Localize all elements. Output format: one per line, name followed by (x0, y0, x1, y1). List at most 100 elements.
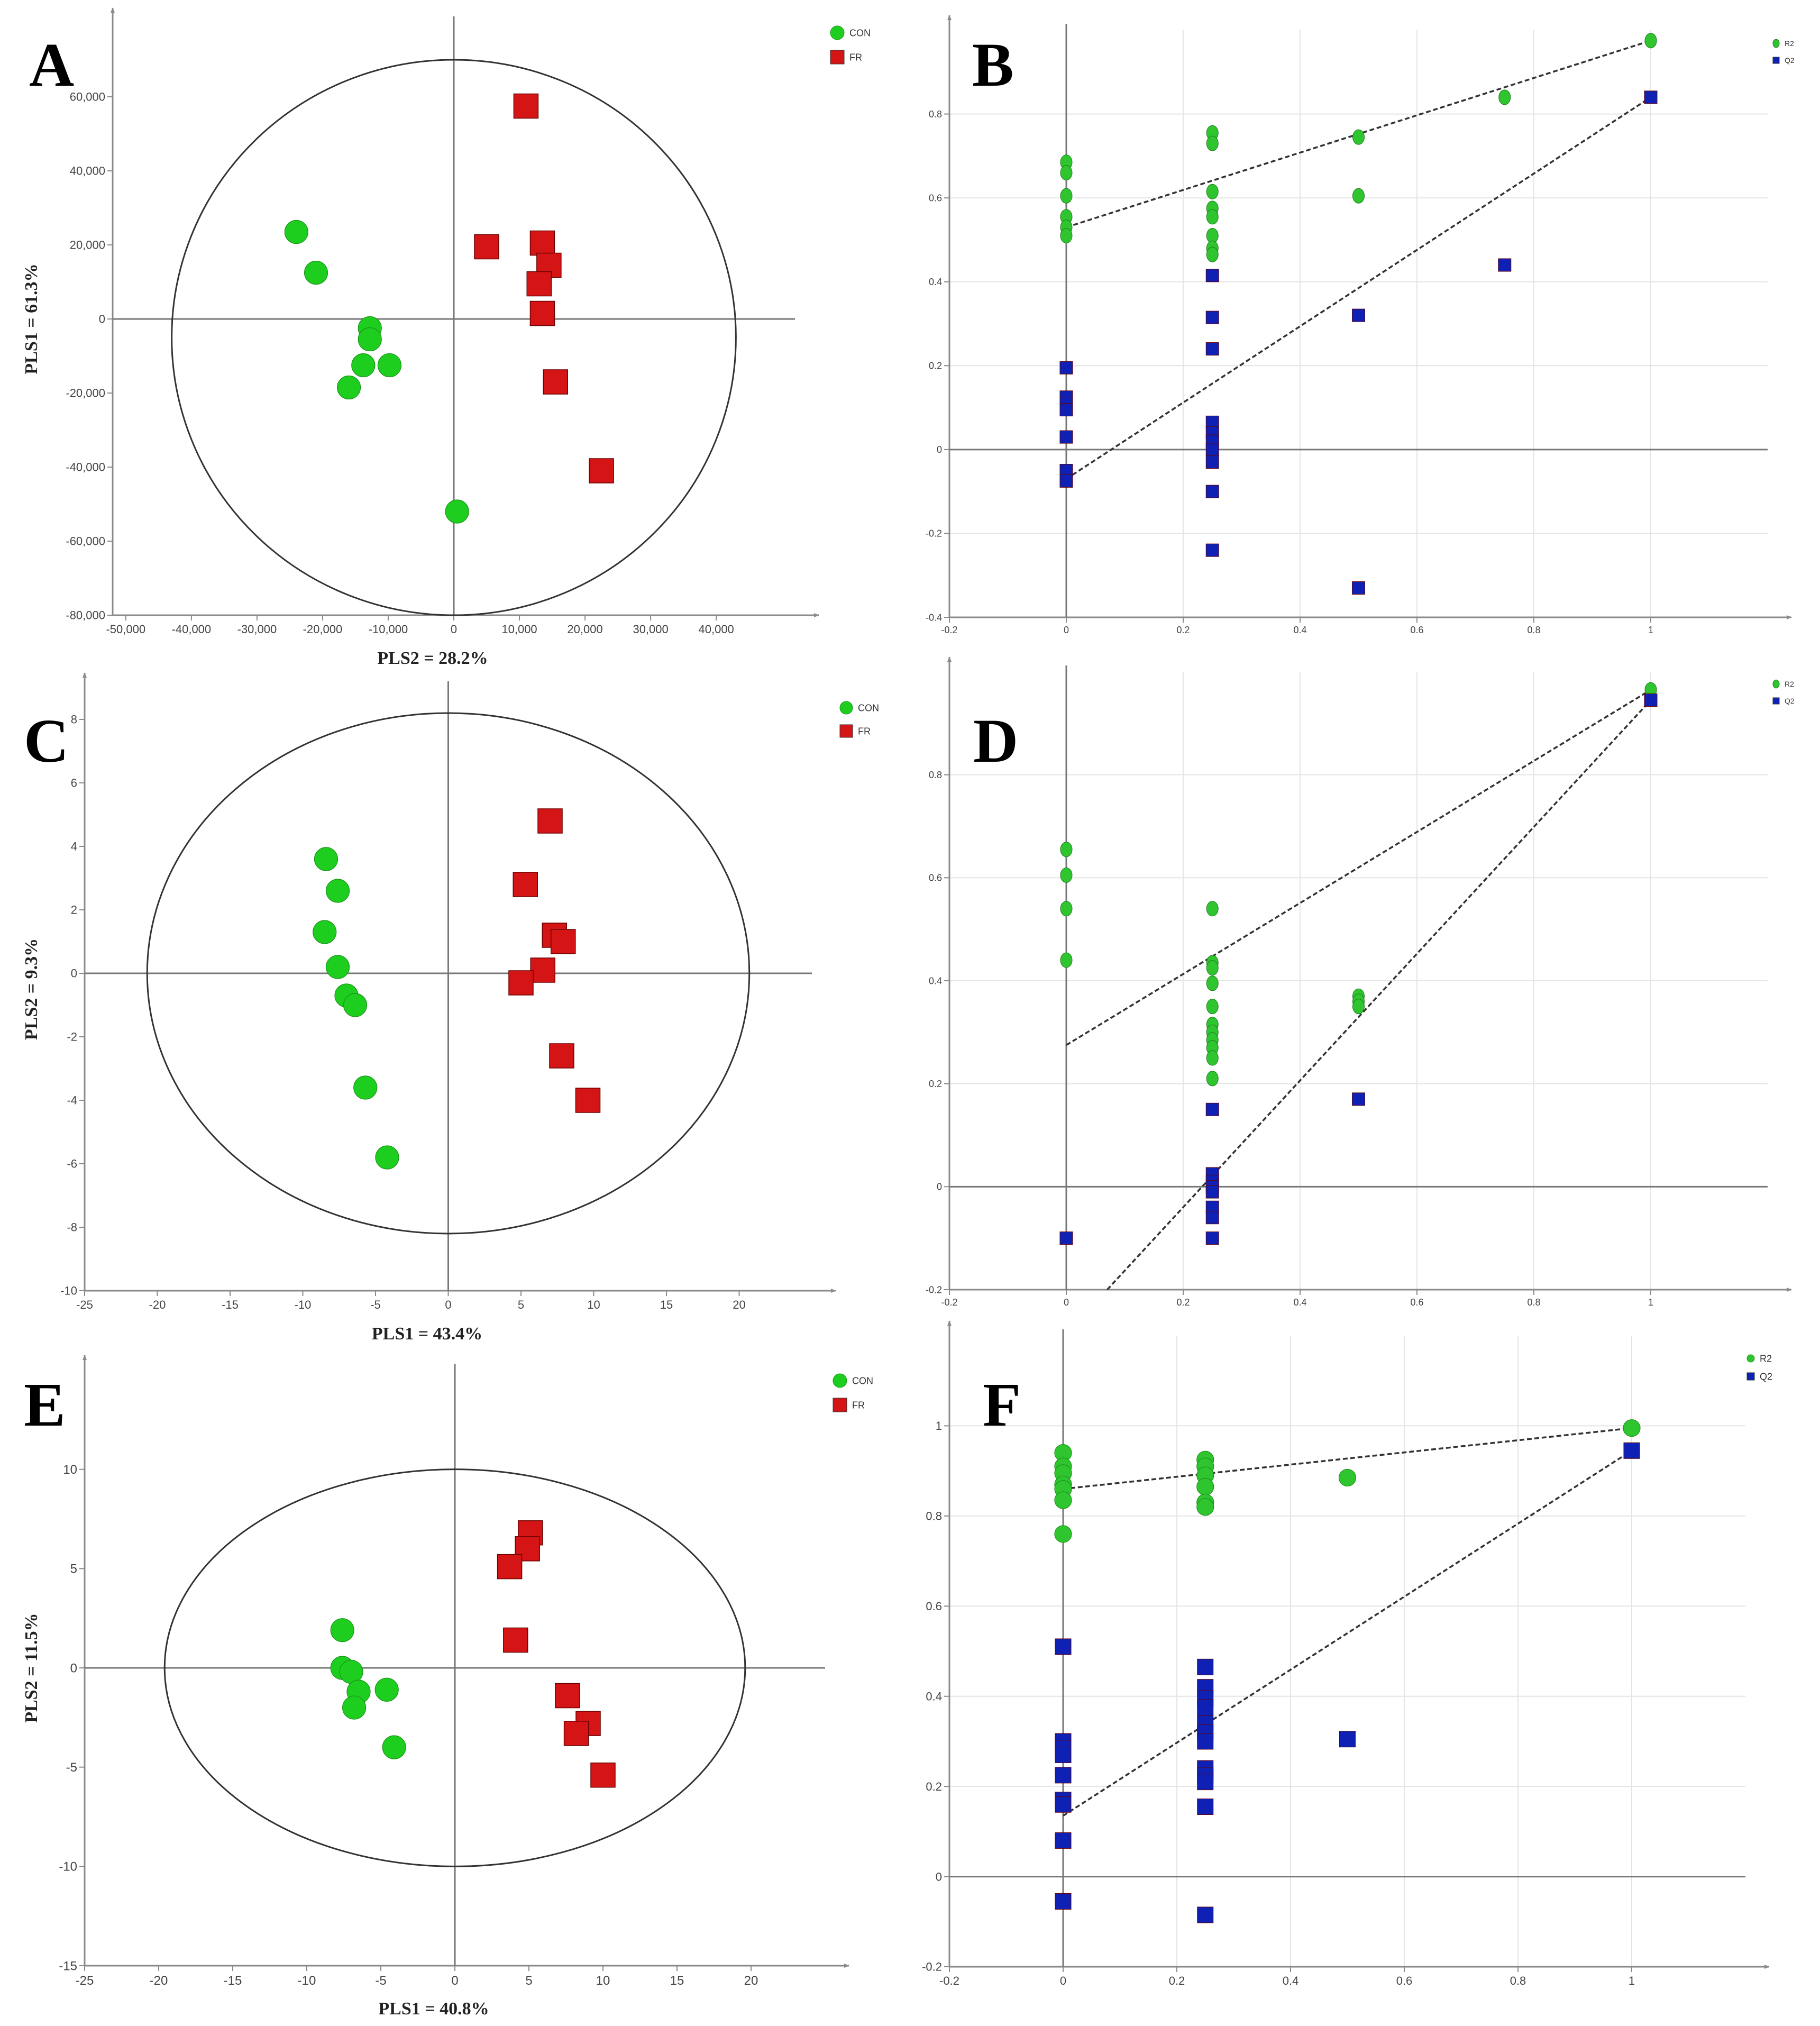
panel-letter: E (24, 1370, 66, 1439)
legend-label-q2: Q2 (1785, 697, 1795, 705)
y-tick-label: -10 (59, 1860, 77, 1874)
data-point-q2 (1205, 1185, 1219, 1199)
panel-d-permutation-plot: -0.2 0 0.2 0.4 0.6 0.8 1 -0.2 0 0.2 0.4 0.6 0.8 D R2 Q2 (926, 656, 1795, 1308)
panel-letter: B (972, 30, 1014, 99)
x-tick-label: 0 (1064, 625, 1069, 635)
x-tick-label: 0 (451, 623, 457, 636)
data-point-con (358, 327, 382, 352)
x-tick-label: 0 (1064, 1297, 1069, 1308)
data-point-r2 (1206, 209, 1219, 225)
data-point-con (325, 955, 350, 979)
data-point-con (377, 353, 402, 378)
data-point-q2 (1205, 342, 1219, 356)
x-tick-label: 0.4 (1283, 1974, 1299, 1987)
data-point-q2 (1055, 1767, 1072, 1784)
legend-swatch-fr (839, 724, 853, 738)
data-point-r2 (1352, 999, 1365, 1015)
legend-label-r2: R2 (1785, 680, 1794, 688)
data-point-fr (551, 929, 576, 954)
y-tick-label: 10 (63, 1463, 77, 1477)
y-tick-label: -2 (67, 1030, 77, 1044)
x-tick-label: 0.6 (1410, 625, 1423, 635)
x-tick-label: 0 (445, 1298, 451, 1311)
panel-letter: C (24, 706, 69, 775)
legend-label-fr: FR (852, 1400, 865, 1410)
y-tick-label: -60,000 (66, 535, 105, 548)
y-tick-label: -0.2 (926, 528, 942, 539)
x-tick-label: -40,000 (172, 623, 212, 636)
x-tick-label: 40,000 (699, 623, 734, 636)
y-tick-label: 0.4 (926, 1690, 942, 1703)
data-point-r2 (1338, 1468, 1357, 1487)
y-tick-label: 6 (71, 777, 77, 790)
x-tick-label: 0.2 (1169, 1974, 1185, 1987)
x-axis-title: PLS1 = 40.8% (378, 1999, 489, 2019)
legend-swatch-con (839, 701, 853, 715)
data-point-q2 (1498, 258, 1512, 272)
data-point-q2 (1352, 308, 1365, 322)
data-point-q2 (1059, 1231, 1073, 1245)
data-point-fr (537, 808, 563, 834)
x-tick-label: -20 (149, 1298, 166, 1311)
data-point-q2 (1644, 693, 1658, 707)
data-point-q2 (1059, 403, 1073, 417)
data-point-q2 (1352, 581, 1365, 595)
legend-swatch-q2 (1772, 697, 1780, 705)
data-point-con (342, 1695, 367, 1720)
legend-label-q2: Q2 (1760, 1371, 1772, 1382)
y-tick-label: 2 (71, 904, 77, 917)
data-point-q2 (1055, 1832, 1072, 1849)
data-point-r2 (1060, 867, 1073, 883)
x-tick-label: -0.2 (941, 625, 957, 635)
x-axis-title: PLS2 = 28.2% (377, 649, 488, 668)
y-tick-label: 0 (937, 444, 942, 455)
x-tick-label: 20 (733, 1298, 745, 1311)
y-tick-label: 0.6 (929, 193, 942, 203)
data-point-r2 (1054, 1525, 1072, 1543)
y-tick-label: 5 (70, 1562, 77, 1576)
data-point-r2 (1206, 975, 1219, 991)
panel-letter: D (973, 706, 1018, 775)
data-point-q2 (1205, 311, 1219, 324)
data-point-r2 (1498, 89, 1511, 105)
data-point-q2 (1059, 361, 1073, 375)
data-point-q2 (1205, 443, 1219, 457)
x-tick-label: -5 (375, 1974, 386, 1988)
data-point-q2 (1197, 1906, 1214, 1923)
data-point-q2 (1352, 1092, 1365, 1106)
x-tick-label: 0.8 (1527, 625, 1540, 635)
y-tick-label: -8 (67, 1221, 77, 1234)
legend-label-q2: Q2 (1785, 56, 1795, 65)
data-point-r2 (1060, 901, 1073, 917)
y-tick-label: 0.8 (926, 1510, 942, 1523)
x-tick-label: 0.8 (1510, 1974, 1526, 1987)
y-tick-label: 0 (937, 1182, 942, 1192)
legend-swatch-con (830, 25, 845, 40)
data-point-con (336, 375, 361, 400)
legend-label-con: CON (858, 702, 879, 713)
y-tick-label: 0.4 (929, 975, 942, 986)
y-tick-label: -40,000 (66, 461, 105, 474)
data-point-q2 (1055, 1638, 1072, 1655)
x-tick-label: 0.6 (1410, 1297, 1423, 1308)
y-tick-label: 0.8 (929, 770, 942, 780)
x-tick-label: 15 (660, 1298, 673, 1311)
x-tick-label: 0.2 (1176, 1297, 1190, 1308)
data-point-q2 (1205, 455, 1219, 469)
data-point-con (325, 879, 350, 903)
x-tick-label: -5 (370, 1298, 381, 1311)
data-point-con (330, 1618, 354, 1642)
legend-label-con: CON (849, 28, 871, 38)
data-point-fr (513, 93, 539, 119)
x-tick-label: 0.6 (1396, 1974, 1413, 1987)
confidence-ellipse (146, 712, 751, 1235)
y-tick-label: 0.2 (929, 1079, 942, 1089)
x-tick-label: 1 (1629, 1974, 1635, 1987)
x-tick-label: -30,000 (237, 623, 277, 636)
x-tick-label: 15 (670, 1974, 684, 1988)
x-tick-label: 20,000 (567, 623, 602, 636)
x-tick-label: 0.4 (1293, 625, 1306, 635)
y-axis-title: PLS2 = 11.5% (22, 1613, 41, 1722)
x-tick-label: -15 (222, 1298, 239, 1311)
data-point-fr (575, 1088, 601, 1113)
